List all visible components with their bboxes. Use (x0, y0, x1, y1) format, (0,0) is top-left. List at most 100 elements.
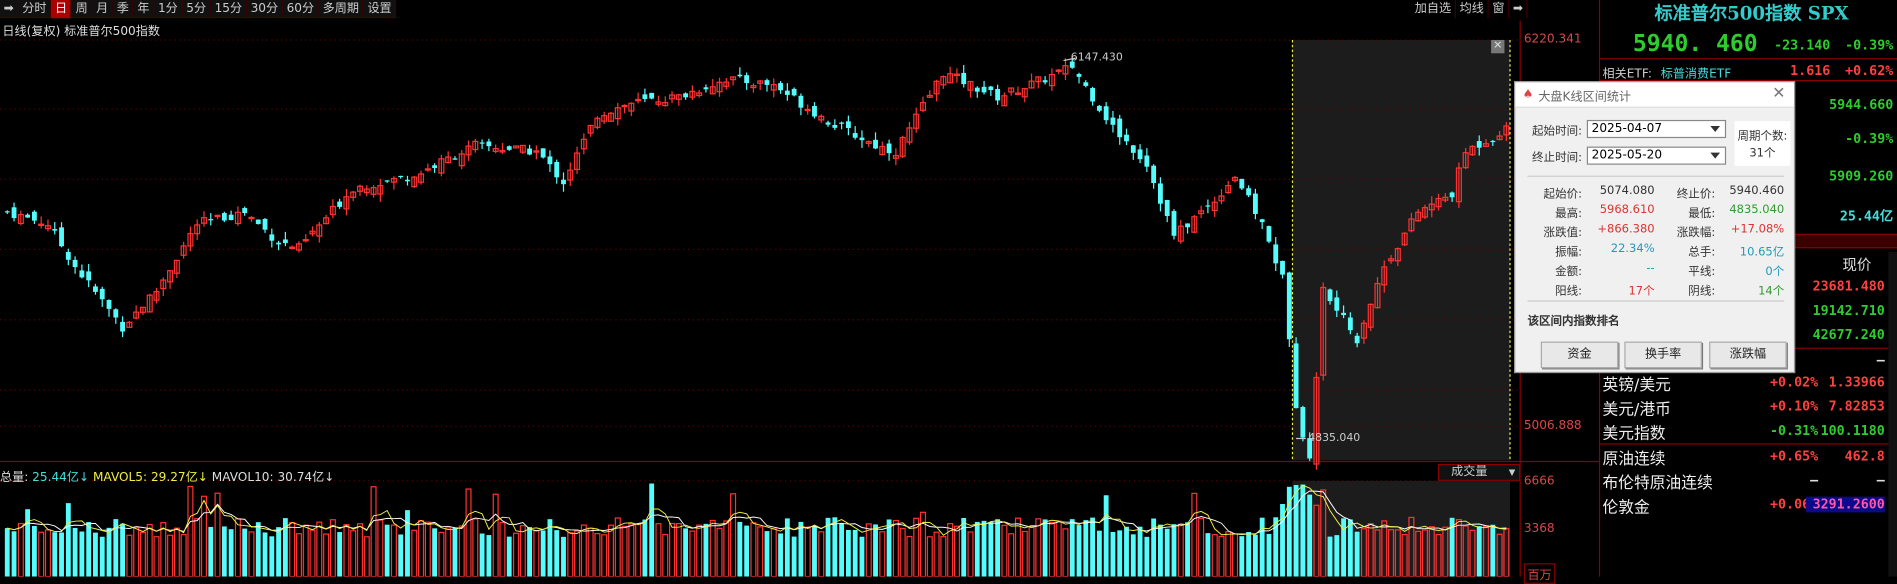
volume-bar (554, 530, 560, 577)
period-tab[interactable]: 季 (113, 0, 134, 19)
mavol5-label: MAVOL5: (92, 471, 148, 485)
candle-body (832, 125, 838, 128)
indicator-selector[interactable]: 成交量 ▼ (1437, 463, 1521, 481)
quote-row[interactable]: 英镑/美元 +0.02% 1.33966 (1600, 372, 1888, 395)
candle-body (93, 286, 98, 292)
period-tab[interactable]: 日 (51, 0, 72, 19)
candle-body (933, 80, 940, 95)
volume-bar (940, 536, 947, 577)
high-marker: 6147.430 (1070, 52, 1123, 65)
candle-body (337, 201, 343, 207)
candle-body (356, 185, 364, 192)
period-tab[interactable]: 年 (134, 0, 155, 19)
volume-bar (845, 529, 851, 577)
candle-body (445, 156, 452, 164)
candle-body (892, 155, 899, 159)
volume-bar (479, 533, 485, 577)
candle-body (825, 122, 831, 125)
volume-bar (628, 523, 635, 577)
candle-body (1408, 218, 1415, 232)
period-tab[interactable]: 15分 (211, 0, 247, 19)
volume-bar (1252, 534, 1258, 577)
dash-value: – (1876, 352, 1885, 369)
volume-bar (689, 530, 696, 577)
quote-row[interactable]: 布伦特原油连续 – – (1600, 470, 1888, 493)
candle-body (812, 106, 817, 117)
dialog-titlebar[interactable]: ♠ 大盘K线区间统计 ✕ (1515, 82, 1794, 108)
period-tab[interactable]: 月 (93, 0, 114, 19)
period-tab[interactable]: 分时 (19, 0, 52, 19)
candle-body (852, 133, 858, 138)
period-tab[interactable]: 1分 (154, 0, 183, 19)
candle-body (79, 270, 85, 278)
sidebar-toggle-icon[interactable]: ➡ (0, 0, 19, 19)
volume-bar (316, 521, 323, 577)
toolbar-button[interactable]: 窗 (1489, 0, 1510, 19)
candle-body (31, 211, 37, 221)
volume-bar (242, 528, 248, 577)
candle-body (750, 85, 757, 89)
candle-body (594, 117, 601, 128)
chevron-down-icon: ▼ (1508, 467, 1516, 478)
volume-bar (1055, 520, 1062, 577)
volume-bar (865, 523, 872, 577)
volume-bar (919, 511, 927, 577)
candle-body (234, 211, 241, 225)
period-tab[interactable]: 周 (72, 0, 93, 19)
candle-body (1083, 82, 1089, 86)
stat-label: 阳线: (1555, 284, 1582, 298)
volume-bar (113, 519, 119, 577)
close-selection-icon[interactable]: ✕ (1491, 39, 1505, 54)
toolbar-button[interactable]: 加自选 (1411, 0, 1456, 19)
start-date: 2025-04-07 (1591, 122, 1663, 136)
candle-body (418, 173, 425, 183)
start-date-select[interactable]: 2025-04-07 (1586, 119, 1727, 139)
candle-body (744, 75, 750, 84)
close-icon[interactable]: ✕ (1772, 84, 1786, 103)
turnover-button[interactable]: 换手率 (1624, 341, 1702, 369)
candle-body (953, 73, 960, 77)
volume-bar (1191, 492, 1198, 577)
volume-bar (133, 526, 140, 577)
quote-row[interactable]: 原油连续 +0.65% 462.8 (1600, 446, 1888, 469)
axis-low-label: 5006.888 (1523, 419, 1582, 433)
candlestick-chart[interactable] (0, 0, 1599, 577)
candle-body (17, 213, 24, 225)
end-date-select[interactable]: 2025-05-20 (1586, 146, 1727, 165)
volume-bar (547, 519, 553, 577)
volume-bar (886, 519, 892, 577)
period-tab[interactable]: 60分 (283, 0, 319, 19)
period-tab[interactable]: 5分 (183, 0, 211, 19)
period-tab[interactable]: 多周期 (319, 0, 364, 19)
volume-bar (370, 486, 377, 577)
scrollbar[interactable] (1888, 251, 1897, 577)
candle-body (1191, 216, 1198, 233)
candle-body (295, 243, 302, 251)
volume-bar (1449, 517, 1455, 577)
ranking-label: 该区间内指数排名 (1527, 314, 1620, 329)
change-pct-button[interactable]: 涨跌幅 (1709, 341, 1787, 369)
toolbar-button[interactable]: 均线 (1456, 0, 1489, 19)
volume-bar (1048, 521, 1055, 577)
candle-body (709, 86, 716, 95)
quote-row[interactable]: 美元指数 -0.31% 100.1180 (1600, 420, 1888, 444)
volume-bar (1239, 536, 1245, 577)
panel-toggle-icon[interactable]: ➡ (1509, 0, 1528, 19)
volume-bar (1035, 518, 1042, 577)
volume-bar (892, 519, 899, 577)
stat-label: 阴线: (1688, 284, 1716, 298)
candle-body (194, 224, 201, 235)
chevron-down-icon (1710, 152, 1721, 159)
quote-row[interactable]: 美元/港币 +0.10% 7.82853 (1600, 396, 1888, 420)
period-tab[interactable]: 30分 (247, 0, 283, 19)
candle-body (770, 84, 777, 91)
candle-body (276, 242, 282, 245)
quote-row[interactable]: 伦敦金 +0.06% 3291.2600 (1600, 494, 1888, 517)
candle-body (465, 145, 472, 156)
period-tab[interactable]: 设置 (364, 0, 397, 19)
volume-bar (4, 528, 10, 577)
candle-body (649, 92, 655, 99)
etf-link[interactable]: 标普消费ETF (1660, 67, 1732, 82)
candle-body (1469, 145, 1476, 156)
funds-button[interactable]: 资金 (1540, 341, 1619, 369)
